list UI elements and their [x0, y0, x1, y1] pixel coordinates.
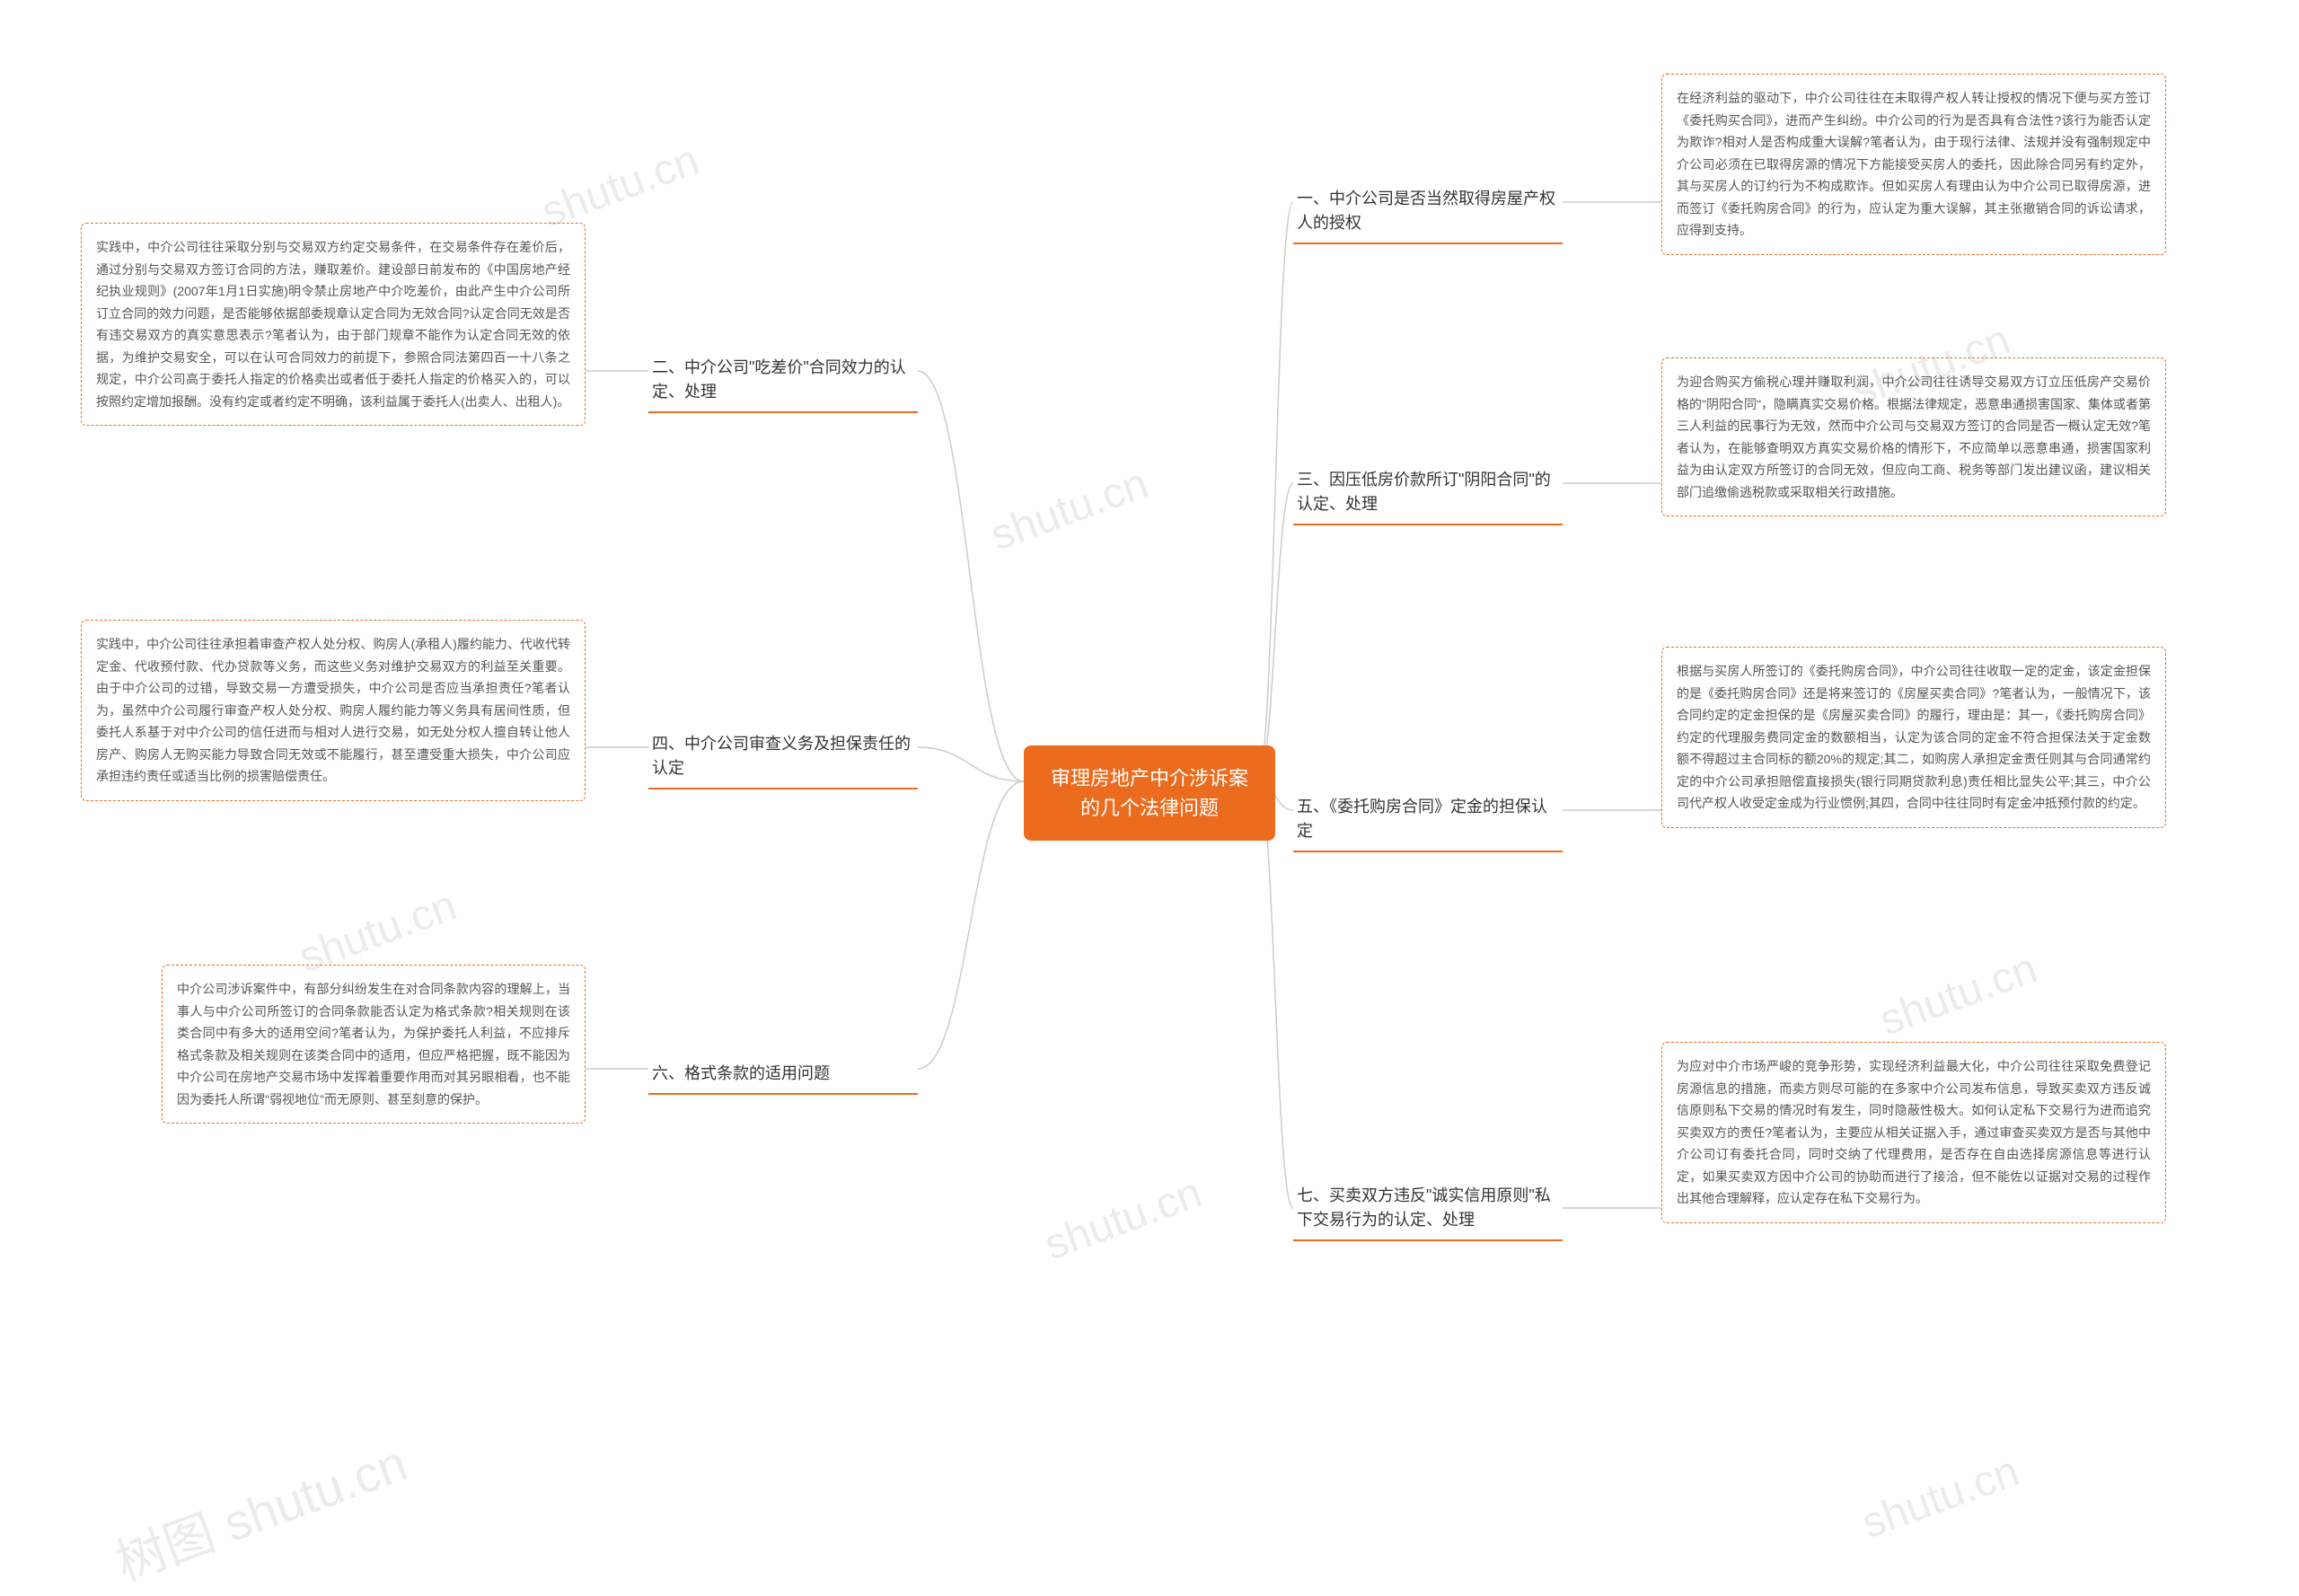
detail-text: 实践中，中介公司往往采取分别与交易双方约定交易条件，在交易条件存在差价后，通过分…	[96, 240, 570, 409]
branch-label: 三、因压低房价款所订"阴阳合同"的认定、处理	[1297, 471, 1551, 513]
watermark: shutu.cn	[1038, 1168, 1208, 1271]
branch-4[interactable]: 四、中介公司审查义务及担保责任的认定	[648, 725, 918, 789]
detail-text: 在经济利益的驱动下，中介公司往往在未取得产权人转让授权的情况下便与买方签订《委托…	[1677, 91, 2151, 237]
watermark: 树图 shutu.cn	[104, 1423, 416, 1595]
branch-6-detail: 中介公司涉诉案件中，有部分纠纷发生在对合同条款内容的理解上，当事人与中介公司所签…	[162, 965, 586, 1124]
branch-5[interactable]: 五、《委托购房合同》定金的担保认定	[1293, 788, 1563, 852]
branch-label: 六、格式条款的适用问题	[652, 1064, 830, 1082]
branch-label: 七、买卖双方违反"诚实信用原则"私下交易行为的认定、处理	[1297, 1186, 1551, 1229]
detail-text: 为应对中介市场严峻的竞争形势，实现经济利益最大化，中介公司往往采取免费登记房源信…	[1677, 1059, 2151, 1205]
branch-label: 五、《委托购房合同》定金的担保认定	[1297, 798, 1547, 840]
center-topic[interactable]: 审理房地产中介涉诉案的几个法律问题	[1024, 745, 1275, 841]
branch-2-detail: 实践中，中介公司往往采取分别与交易双方约定交易条件，在交易条件存在差价后，通过分…	[81, 223, 586, 426]
branch-7[interactable]: 七、买卖双方违反"诚实信用原则"私下交易行为的认定、处理	[1293, 1177, 1563, 1241]
detail-text: 根据与买房人所签订的《委托购房合同》，中介公司往往收取一定的定金，该定金担保的是…	[1677, 664, 2151, 810]
detail-text: 实践中，中介公司往往承担着审查产权人处分权、购房人(承租人)履约能力、代收代转定…	[96, 637, 570, 783]
branch-label: 四、中介公司审查义务及担保责任的认定	[652, 735, 911, 777]
branch-1-detail: 在经济利益的驱动下，中介公司往往在未取得产权人转让授权的情况下便与买方签订《委托…	[1661, 74, 2166, 255]
branch-1[interactable]: 一、中介公司是否当然取得房屋产权人的授权	[1293, 180, 1563, 244]
center-title: 审理房地产中介涉诉案的几个法律问题	[1051, 767, 1248, 819]
branch-7-detail: 为应对中介市场严峻的竞争形势，实现经济利益最大化，中介公司往往采取免费登记房源信…	[1661, 1042, 2166, 1223]
detail-text: 为迎合购买方偷税心理并赚取利润，中介公司往往诱导交易双方订立压低房产交易价格的"…	[1677, 375, 2151, 499]
branch-3[interactable]: 三、因压低房价款所订"阴阳合同"的认定、处理	[1293, 461, 1563, 525]
watermark: shutu.cn	[1855, 1447, 2025, 1549]
watermark: shutu.cn	[1873, 944, 2043, 1046]
branch-6[interactable]: 六、格式条款的适用问题	[648, 1054, 918, 1095]
branch-2[interactable]: 二、中介公司"吃差价"合同效力的认定、处理	[648, 348, 918, 413]
branch-label: 二、中介公司"吃差价"合同效力的认定、处理	[652, 358, 906, 401]
branch-3-detail: 为迎合购买方偷税心理并赚取利润，中介公司往往诱导交易双方订立压低房产交易价格的"…	[1661, 357, 2166, 516]
branch-label: 一、中介公司是否当然取得房屋产权人的授权	[1297, 190, 1555, 232]
detail-text: 中介公司涉诉案件中，有部分纠纷发生在对合同条款内容的理解上，当事人与中介公司所签…	[177, 982, 570, 1107]
branch-4-detail: 实践中，中介公司往往承担着审查产权人处分权、购房人(承租人)履约能力、代收代转定…	[81, 620, 586, 801]
branch-5-detail: 根据与买房人所签订的《委托购房合同》，中介公司往往收取一定的定金，该定金担保的是…	[1661, 647, 2166, 828]
watermark: shutu.cn	[984, 459, 1154, 561]
